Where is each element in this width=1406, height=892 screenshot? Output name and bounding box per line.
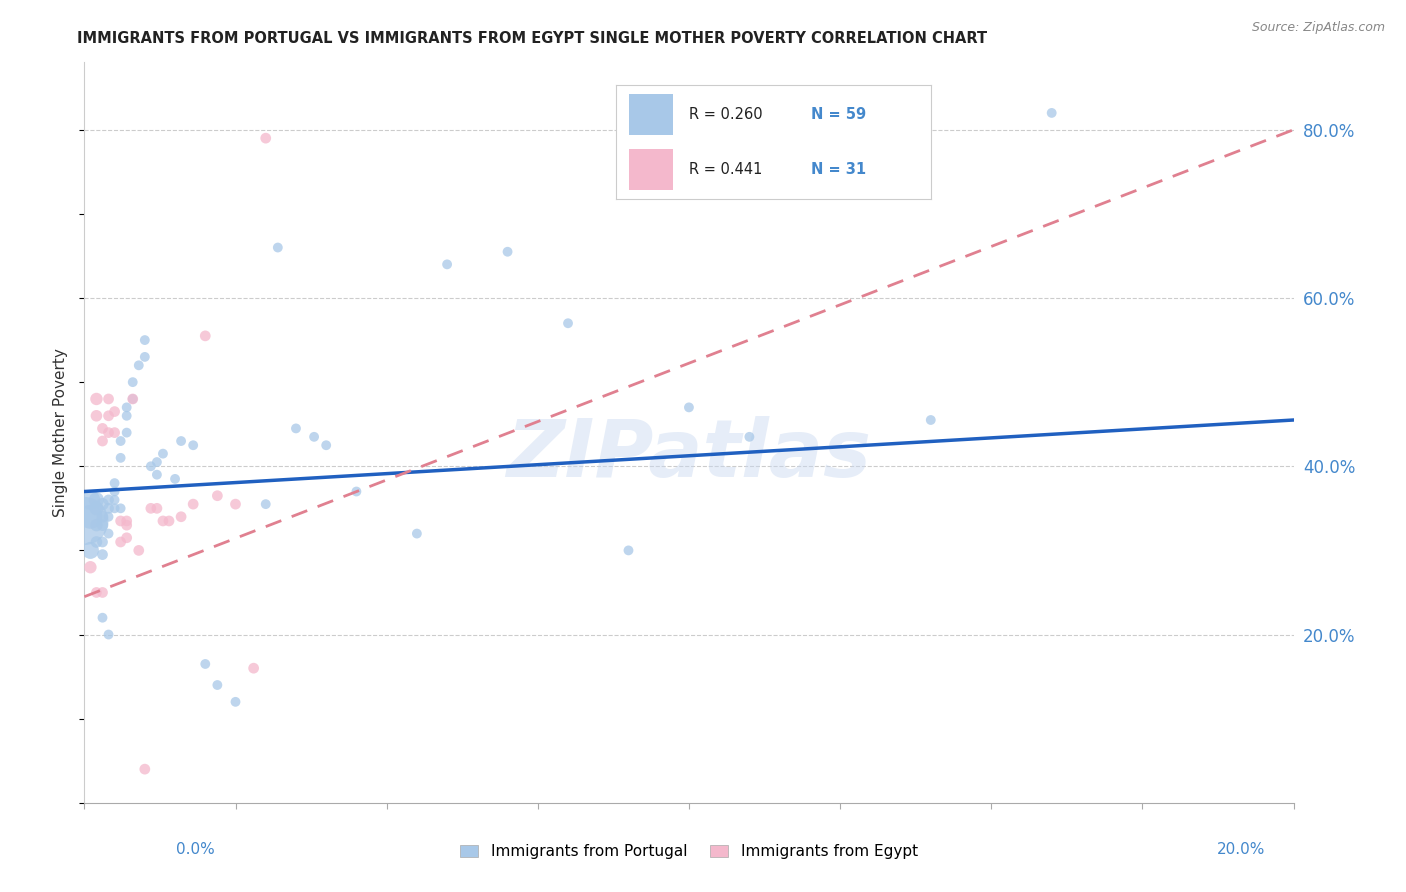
Point — [134, 762, 156, 776]
Point — [91, 548, 114, 562]
Point — [152, 447, 174, 461]
Point — [79, 543, 101, 558]
Text: 0.0%: 0.0% — [176, 842, 215, 856]
Point — [181, 497, 204, 511]
Point — [207, 489, 229, 503]
Point — [165, 472, 187, 486]
Point — [139, 501, 162, 516]
Point — [920, 413, 942, 427]
Point — [152, 514, 174, 528]
Point — [1040, 106, 1063, 120]
Point — [91, 610, 114, 624]
Point — [139, 459, 162, 474]
Point — [738, 430, 761, 444]
Point — [267, 240, 290, 255]
Point — [104, 476, 127, 491]
Point — [436, 257, 458, 271]
Point — [254, 131, 277, 145]
Point — [104, 492, 127, 507]
Point — [91, 421, 114, 435]
Point — [146, 501, 169, 516]
Point — [225, 695, 247, 709]
Point — [97, 526, 120, 541]
Point — [157, 514, 180, 528]
Point — [181, 438, 204, 452]
Legend: Immigrants from Portugal, Immigrants from Egypt: Immigrants from Portugal, Immigrants fro… — [454, 838, 924, 865]
Text: Source: ZipAtlas.com: Source: ZipAtlas.com — [1251, 21, 1385, 34]
Point — [496, 244, 519, 259]
Point — [104, 404, 127, 418]
Point — [121, 375, 143, 389]
Point — [146, 455, 169, 469]
Point — [285, 421, 308, 435]
Point — [115, 514, 138, 528]
Point — [242, 661, 264, 675]
Point — [170, 509, 193, 524]
Point — [678, 401, 700, 415]
Point — [97, 501, 120, 516]
Point — [110, 501, 132, 516]
Point — [115, 518, 138, 533]
Point — [110, 514, 132, 528]
Point — [121, 392, 143, 406]
Point — [134, 333, 156, 347]
Point — [254, 497, 277, 511]
Point — [97, 425, 120, 440]
Point — [79, 509, 101, 524]
Point — [97, 392, 120, 406]
Point — [97, 627, 120, 641]
Text: IMMIGRANTS FROM PORTUGAL VS IMMIGRANTS FROM EGYPT SINGLE MOTHER POVERTY CORRELAT: IMMIGRANTS FROM PORTUGAL VS IMMIGRANTS F… — [77, 31, 987, 46]
Point — [73, 514, 96, 528]
Point — [110, 434, 132, 448]
Point — [346, 484, 368, 499]
Point — [315, 438, 337, 452]
Point — [86, 492, 108, 507]
Y-axis label: Single Mother Poverty: Single Mother Poverty — [53, 348, 69, 517]
Point — [406, 526, 429, 541]
Text: 20.0%: 20.0% — [1218, 842, 1265, 856]
Point — [115, 425, 138, 440]
Point — [86, 535, 108, 549]
Point — [104, 425, 127, 440]
Point — [121, 392, 143, 406]
Point — [104, 484, 127, 499]
Point — [207, 678, 229, 692]
Point — [557, 316, 579, 330]
Point — [128, 359, 150, 373]
Point — [115, 409, 138, 423]
Point — [79, 560, 101, 574]
Point — [97, 492, 120, 507]
Point — [225, 497, 247, 511]
Point — [97, 509, 120, 524]
Point — [86, 409, 108, 423]
Point — [115, 401, 138, 415]
Point — [86, 501, 108, 516]
Point — [146, 467, 169, 482]
Point — [104, 501, 127, 516]
Point — [86, 585, 108, 599]
Point — [79, 492, 101, 507]
Point — [115, 531, 138, 545]
Point — [97, 409, 120, 423]
Point — [86, 392, 108, 406]
Point — [128, 543, 150, 558]
Point — [91, 434, 114, 448]
Point — [86, 518, 108, 533]
Point — [170, 434, 193, 448]
Point — [194, 329, 217, 343]
Point — [302, 430, 325, 444]
Text: ZIPatlas: ZIPatlas — [506, 416, 872, 494]
Point — [91, 585, 114, 599]
Point — [134, 350, 156, 364]
Point — [617, 543, 640, 558]
Point — [91, 535, 114, 549]
Point — [110, 535, 132, 549]
Point — [91, 509, 114, 524]
Point — [194, 657, 217, 671]
Point — [91, 497, 114, 511]
Point — [110, 450, 132, 465]
Point — [91, 518, 114, 533]
